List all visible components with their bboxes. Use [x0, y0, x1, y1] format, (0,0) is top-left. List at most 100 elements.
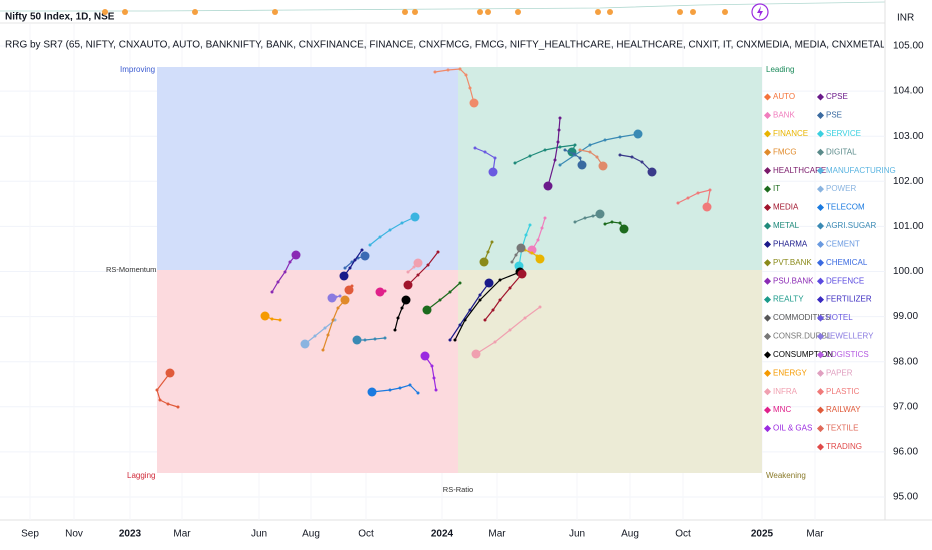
price-tick-label: 97.00	[893, 401, 918, 412]
rrg-tail-point	[530, 251, 534, 255]
legend-marker	[816, 314, 825, 322]
rrg-head	[344, 285, 354, 295]
rrg-tail-point	[368, 243, 372, 247]
rrg-tail-point	[708, 188, 712, 192]
rrg-tail-point	[400, 306, 404, 310]
rrg-tail-point	[396, 316, 400, 320]
indicator-label[interactable]: RRG by SR7 (65, NIFTY, CNXAUTO, AUTO, BA…	[5, 40, 932, 51]
rrg-tail-point	[591, 214, 595, 218]
event-dot	[515, 9, 521, 15]
rrg-tail-point	[493, 156, 497, 160]
price-tick-label: 99.00	[893, 311, 918, 322]
legend-marker	[816, 406, 825, 414]
rrg-tail-point	[510, 260, 514, 264]
rrg-head	[484, 278, 494, 288]
legend-label: COMMODITIES	[773, 313, 830, 322]
rrg-tail-point	[434, 388, 438, 392]
legend-label: LOGISTICS	[826, 350, 869, 359]
rrg-tail-point	[478, 298, 482, 302]
rrg-tail-point	[486, 250, 490, 254]
rrg-tail-point	[313, 334, 317, 338]
legend-label: PSE	[826, 111, 842, 120]
rrg-head	[619, 224, 629, 234]
axis-label: RS-Momentum	[106, 265, 156, 274]
quadrant-lagging	[157, 270, 458, 473]
rrg-head	[598, 161, 608, 171]
legend-marker	[816, 259, 825, 267]
rrg-tail-point	[603, 222, 607, 226]
rrg-tail-point	[176, 405, 180, 409]
rrg-tail	[518, 224, 531, 267]
event-dot	[677, 9, 683, 15]
rrg-tail-point	[588, 150, 592, 154]
time-tick-label: Jun	[251, 529, 267, 540]
price-tick-label: 95.00	[893, 492, 918, 503]
rrg-tail-point	[448, 290, 452, 294]
legend-label: INFRA	[773, 387, 798, 396]
event-dot	[607, 9, 613, 15]
rrg-tail-point	[331, 318, 335, 322]
legend-marker	[816, 130, 825, 138]
time-tick-label: Nov	[65, 529, 83, 540]
rrg-tail-point	[321, 348, 325, 352]
legend-label: CPSE	[826, 92, 848, 101]
time-tick-label: Oct	[675, 529, 691, 540]
event-dot	[485, 9, 491, 15]
rrg-tail-point	[483, 150, 487, 154]
rrg-tail-point	[288, 260, 292, 264]
rrg-tail-point	[416, 391, 420, 395]
rrg-tail-point	[408, 383, 412, 387]
rrg-tail-point	[416, 273, 420, 277]
event-dot	[477, 9, 483, 15]
rrg-tail	[579, 149, 604, 167]
time-tick-label: Oct	[358, 529, 374, 540]
rrg-head	[647, 167, 657, 177]
rrg-tail-point	[528, 154, 532, 158]
legend-marker	[763, 425, 772, 433]
rrg-tail-point	[166, 402, 170, 406]
rrg-tail-point	[572, 152, 576, 156]
rrg-head	[488, 167, 498, 177]
legend: AUTO BANK FINANCE FMCG HEALTHCARE IT MEDIA META…	[763, 92, 896, 451]
legend-marker	[816, 93, 825, 101]
rrg-tail-point	[513, 161, 517, 165]
legend-marker	[816, 277, 825, 285]
rrg-tail-point	[430, 364, 434, 368]
rrg-tail-point	[514, 253, 518, 257]
rrg-tail	[619, 154, 653, 173]
legend-label: FINANCE	[773, 129, 808, 138]
event-dot	[272, 9, 278, 15]
rrg-tail-point	[563, 148, 567, 152]
rrg-tail-point	[483, 318, 487, 322]
rrg-tail-point	[270, 290, 274, 294]
legend-marker	[763, 167, 772, 175]
rrg-tail-point	[383, 336, 387, 340]
rrg-tail-point	[388, 228, 392, 232]
legend-marker	[816, 185, 825, 193]
rrg-tail	[434, 68, 475, 104]
chart-title[interactable]: Nifty 50 Index, 1D, NSE	[5, 12, 115, 23]
rrg-tail-point	[453, 338, 457, 342]
event-icon	[757, 6, 763, 18]
currency-label: INR	[897, 13, 914, 24]
quadrant-weakening	[458, 270, 762, 473]
event-markers	[102, 3, 769, 21]
legend-marker	[763, 111, 772, 119]
legend-marker	[763, 259, 772, 267]
rrg-tail-point	[583, 216, 587, 220]
rrg-tail-point	[326, 333, 330, 337]
legend-label: SERVICE	[826, 129, 861, 138]
rrg-tail-point	[618, 135, 622, 139]
legend-marker	[816, 388, 825, 396]
time-tick-label: Mar	[488, 529, 506, 540]
rrg-tail-point	[464, 73, 468, 77]
rrg-tail-point	[436, 250, 440, 254]
legend-marker	[763, 388, 772, 396]
rrg-tail-point	[276, 280, 280, 284]
rrg-tail-point	[478, 293, 482, 297]
legend-marker	[816, 332, 825, 340]
rrg-tail-point	[283, 270, 287, 274]
rrg-tail	[407, 251, 439, 286]
rrg-head	[367, 387, 377, 397]
rrg-tail-point	[432, 376, 436, 380]
